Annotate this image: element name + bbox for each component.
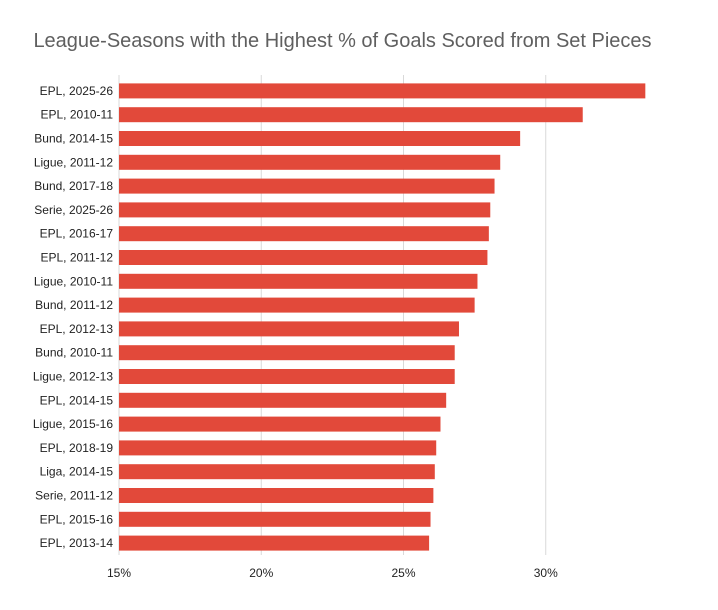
chart-title: League-Seasons with the Highest % of Goa… — [33, 30, 652, 52]
y-tick-label: EPL, 2018-19 — [40, 441, 114, 455]
bar — [119, 416, 441, 432]
x-tick-label: 30% — [534, 566, 558, 580]
bar — [119, 440, 437, 456]
bar — [119, 464, 435, 480]
y-tick-label: Bund, 2010-11 — [35, 346, 113, 360]
bar — [119, 535, 430, 551]
bar — [119, 369, 455, 384]
bar — [119, 154, 501, 170]
bar — [119, 226, 489, 242]
y-tick-label: EPL, 2011-12 — [41, 251, 114, 265]
y-tick-label: EPL, 2013-14 — [40, 536, 114, 550]
y-tick-label: Bund, 2014-15 — [34, 132, 113, 146]
y-tick-label: Ligue, 2015-16 — [33, 417, 113, 431]
y-tick-label: Serie, 2011-12 — [35, 489, 113, 503]
y-tick-label: Liga, 2014-15 — [40, 465, 114, 479]
bar — [119, 107, 583, 123]
bar — [119, 202, 491, 218]
bar — [119, 273, 478, 289]
x-tick-label: 25% — [391, 566, 415, 580]
y-tick-label: EPL, 2015-16 — [40, 512, 114, 526]
y-tick-label: Ligue, 2010-11 — [34, 274, 114, 288]
bar — [119, 345, 455, 361]
bar — [119, 250, 488, 265]
y-tick-label: Serie, 2025-26 — [34, 203, 113, 217]
x-tick-label: 20% — [249, 566, 273, 580]
y-tick-label: EPL, 2012-13 — [40, 322, 114, 336]
y-tick-label: EPL, 2010-11 — [41, 108, 114, 122]
y-tick-label: EPL, 2016-17 — [40, 227, 114, 241]
bar — [119, 178, 495, 194]
y-tick-label: Ligue, 2011-12 — [34, 155, 114, 169]
bar — [119, 392, 447, 408]
y-tick-label: Bund, 2017-18 — [34, 179, 113, 193]
y-tick-label: EPL, 2014-15 — [40, 393, 114, 407]
bar — [119, 321, 459, 337]
bar — [119, 131, 521, 146]
y-tick-label: Bund, 2011-12 — [35, 298, 113, 312]
bar — [119, 488, 434, 503]
x-tick-label: 15% — [107, 566, 131, 580]
y-tick-label: Ligue, 2012-13 — [33, 370, 113, 384]
bar — [119, 83, 646, 99]
bar — [119, 297, 475, 313]
y-tick-label: EPL, 2025-26 — [40, 84, 114, 98]
bar — [119, 511, 431, 527]
